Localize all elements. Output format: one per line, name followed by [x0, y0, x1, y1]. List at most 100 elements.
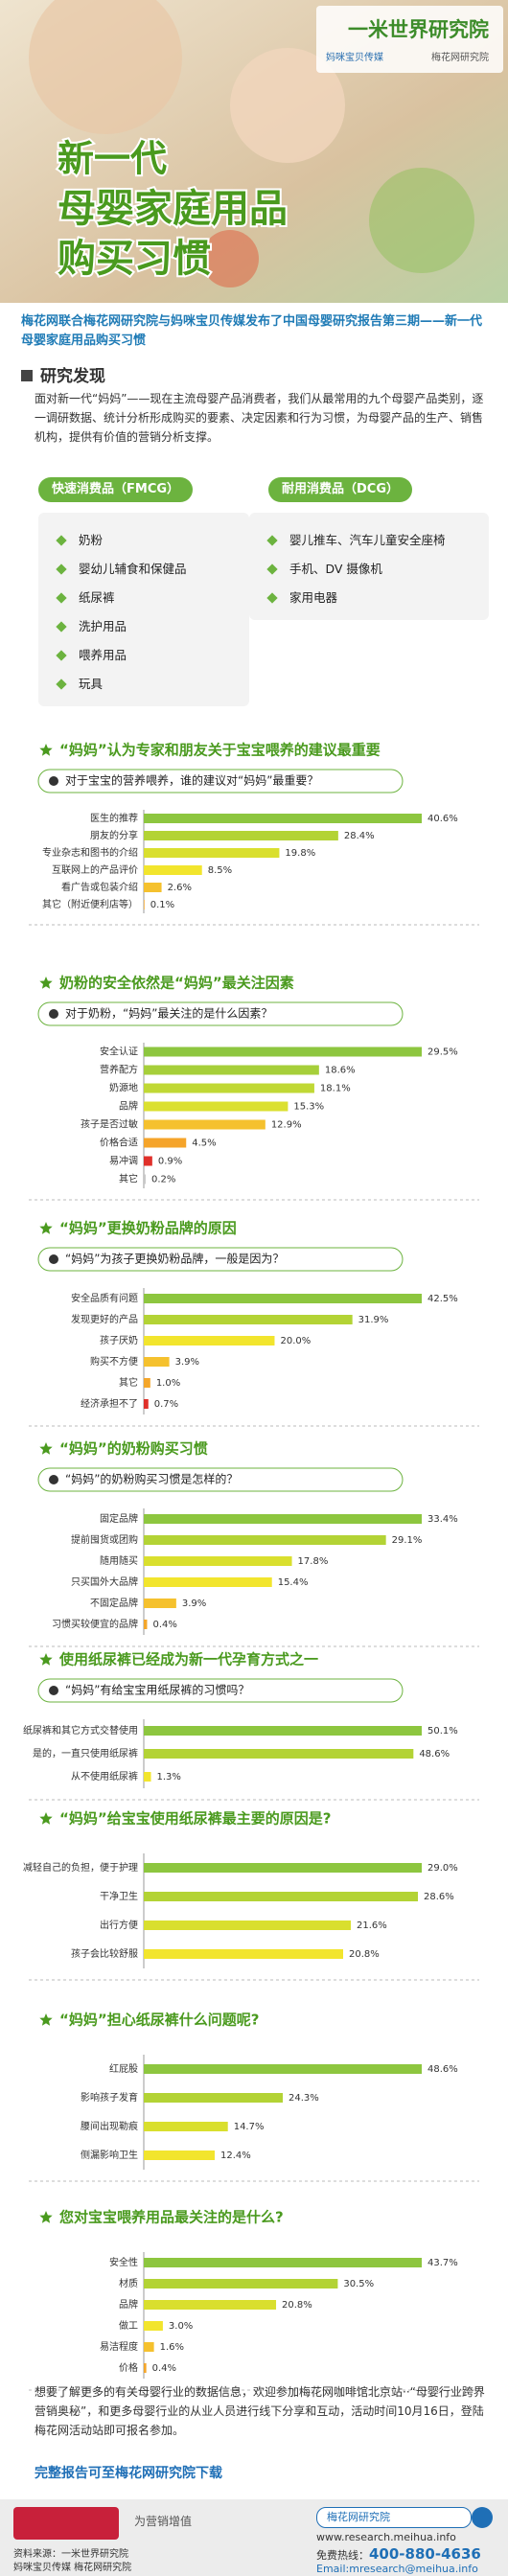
- value-label: 15.3%: [293, 1102, 324, 1113]
- category-label: 提前囤货或团购: [71, 1533, 138, 1546]
- question-bullet: [49, 1254, 58, 1264]
- category-label: 其它: [119, 1376, 138, 1389]
- group-item: 婴幼儿辅食和保健品: [58, 559, 249, 576]
- heading-star: [39, 1812, 53, 1825]
- value-label: 4.5%: [192, 1138, 216, 1149]
- bar: [144, 1772, 151, 1782]
- group-item: 喂养用品: [58, 645, 249, 662]
- hotline: 免费热线：400-880-4636: [316, 2545, 481, 2563]
- category-label: 干净卫生: [100, 1890, 138, 1902]
- bar: [144, 2122, 228, 2131]
- category-label: 易冲调: [109, 1155, 138, 1167]
- category-label: 腰间出现勒痕: [81, 2120, 138, 2132]
- heading-star: [39, 2013, 53, 2026]
- question-bullet: [49, 1009, 58, 1019]
- category-label: 孩子是否过敏: [81, 1118, 138, 1131]
- group-item: 婴儿推车、汽车儿童安全座椅: [268, 530, 489, 547]
- question-bullet: [49, 1686, 58, 1695]
- value-label: 29.1%: [392, 1535, 423, 1546]
- category-label: 安全性: [109, 2256, 138, 2268]
- value-label: 31.9%: [358, 1315, 389, 1325]
- partners: 妈咪宝贝传媒 梅花网研究院: [13, 2563, 132, 2573]
- chart-title: “妈妈”认为专家和朋友关于宝宝喂养的建议最重要: [59, 742, 381, 759]
- group-item: 手机、DV 摄像机: [268, 559, 489, 576]
- heading-star: [39, 1653, 53, 1666]
- value-label: 0.1%: [150, 900, 174, 910]
- category-label: 互联网上的产品评价: [52, 863, 138, 876]
- value-label: 0.2%: [151, 1175, 175, 1185]
- value-label: 12.9%: [271, 1120, 302, 1131]
- category-label: 纸尿裤和其它方式交替使用: [23, 1724, 138, 1736]
- question-pill: [37, 1467, 404, 1492]
- bar: [144, 1535, 386, 1545]
- value-label: 29.5%: [427, 1047, 458, 1058]
- search-button[interactable]: [472, 2507, 493, 2528]
- category-label: 不固定品牌: [90, 1597, 138, 1609]
- category-label: 易洁程度: [100, 2340, 138, 2353]
- value-label: 1.0%: [156, 1378, 180, 1389]
- download-link[interactable]: 完整报告可至梅花网研究院下载: [35, 2466, 222, 2481]
- value-label: 1.3%: [157, 1772, 181, 1782]
- value-label: 15.4%: [278, 1577, 309, 1588]
- chart-question: “妈妈”为孩子更换奶粉品牌，一般是因为？: [65, 1252, 284, 1266]
- value-label: 28.6%: [424, 1892, 454, 1902]
- category-label: 侧漏影响卫生: [81, 2149, 138, 2161]
- bar: [144, 831, 338, 840]
- category-label: 材质: [119, 2277, 138, 2289]
- category-label: 孩子厌奶: [100, 1334, 138, 1346]
- value-label: 33.4%: [427, 1514, 458, 1525]
- search-box[interactable]: 梅花网研究院: [316, 2507, 472, 2528]
- bar: [144, 1156, 152, 1166]
- intro: 梅花网联合梅花网研究院与妈咪宝贝传媒发布了中国母婴研究报告第三期——新一代母婴家…: [21, 314, 483, 348]
- bar: [144, 1399, 149, 1409]
- hotline-label: 免费热线：: [316, 2549, 369, 2562]
- bar: [144, 900, 145, 909]
- value-label: 19.8%: [285, 848, 315, 859]
- value-label: 3.9%: [175, 1357, 199, 1368]
- question-pill: [37, 769, 404, 794]
- chart-question: “妈妈”有给宝宝用纸尿裤的习惯吗？: [65, 1683, 249, 1697]
- url: www.research.meihua.info: [316, 2531, 456, 2543]
- photo-shape: [230, 48, 345, 163]
- value-label: 14.7%: [234, 2122, 265, 2132]
- bar: [144, 1556, 292, 1566]
- category-label: 固定品牌: [100, 1512, 138, 1525]
- value-label: 29.0%: [427, 1863, 458, 1874]
- bar: [144, 2064, 422, 2074]
- bar: [144, 814, 422, 823]
- heading-star: [39, 744, 53, 756]
- category-label: 影响孩子发育: [81, 2091, 138, 2104]
- group-pill: 耐用消费品（DCG）: [268, 477, 413, 502]
- group-item: 洗护用品: [58, 616, 249, 633]
- partner: 梅花网研究院: [431, 51, 489, 63]
- category-label: 朋友的分享: [90, 829, 138, 841]
- category-label: 其它: [119, 1173, 138, 1185]
- value-label: 0.4%: [152, 1620, 176, 1630]
- category-label: 专业杂志和图书的介绍: [42, 846, 138, 859]
- group-item: 纸尿裤: [58, 587, 249, 605]
- value-label: 20.0%: [280, 1336, 311, 1346]
- bar: [144, 848, 280, 858]
- bar: [144, 1174, 146, 1184]
- group-item: 家用电器: [268, 587, 489, 605]
- value-label: 40.6%: [427, 814, 458, 824]
- heading-star: [39, 1442, 53, 1455]
- question-pill: [37, 1001, 404, 1026]
- value-label: 42.5%: [427, 1294, 458, 1304]
- chart-title: “妈妈”更换奶粉品牌的原因: [59, 1220, 237, 1237]
- value-label: 20.8%: [282, 2300, 312, 2311]
- category-label: 习惯买较便宜的品牌: [52, 1618, 138, 1630]
- findings-heading: 研究发现: [21, 362, 105, 386]
- bar: [144, 865, 202, 875]
- bar: [144, 1920, 351, 1930]
- value-label: 21.6%: [357, 1920, 387, 1931]
- value-label: 3.9%: [182, 1598, 206, 1609]
- category-label: 安全品质有问题: [71, 1292, 138, 1304]
- chart-question: 对于奶粉，“妈妈”最关注的是什么因素？: [65, 1006, 272, 1021]
- hotline-number: 400-880-4636: [369, 2545, 481, 2563]
- group-pill: 快速消费品（FMCG）: [38, 477, 194, 502]
- brand: 一米世界研究院: [348, 18, 489, 41]
- category-label: 营养配方: [100, 1064, 138, 1076]
